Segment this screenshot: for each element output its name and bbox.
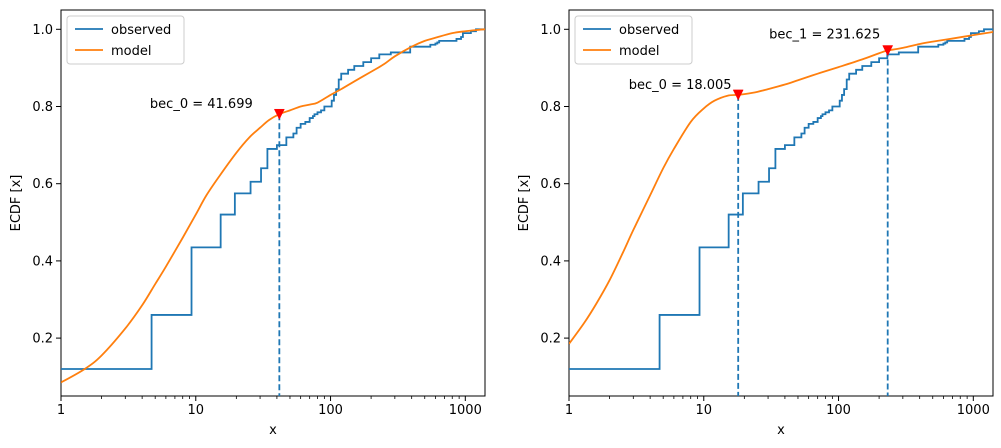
- left-legend-observed-label: observed: [111, 23, 171, 38]
- left-annotation-marker: [273, 108, 285, 120]
- left-legend: observed model: [66, 15, 185, 65]
- left-legend-model-label: model: [111, 44, 151, 59]
- right-y-tick-label: 0.4: [540, 254, 561, 269]
- right-x-tick-label: 1000: [957, 403, 990, 418]
- right-x-tick-label: 1: [565, 403, 573, 418]
- right-series-observed: [569, 28, 993, 370]
- left-chart-panel: 1 10 100 1000 0.2 0.4 0.6 0.8 1.0 bec_0 = 41.699…: [9, 9, 486, 438]
- left-y-tick-label: 1.0: [32, 23, 53, 38]
- left-plot-frame: [60, 9, 486, 397]
- right-ticks: 1 10 100 1000 0.2 0.4 0.6 0.8 1.0: [540, 23, 990, 418]
- right-legend-box: [574, 15, 693, 65]
- left-annotation-label: bec_0 = 41.699: [150, 97, 253, 112]
- right-y-tick-label: 0.2: [540, 332, 561, 347]
- left-y-tick-label: 0.4: [32, 254, 53, 269]
- right-series: [569, 28, 993, 370]
- left-y-tick-label: 0.8: [32, 100, 53, 115]
- right-annotation-label: bec_0 = 18.005: [629, 78, 732, 93]
- right-y-tick-label: 0.8: [540, 100, 561, 115]
- right-y-tick-label: 0.6: [540, 177, 561, 192]
- left-x-axis-label: x: [269, 423, 277, 438]
- right-legend-model-label: model: [619, 44, 659, 59]
- right-y-tick-label: 1.0: [540, 23, 561, 38]
- left-legend-box: [66, 15, 185, 65]
- right-annotation-marker: [732, 89, 744, 101]
- left-annotations: bec_0 = 41.699: [150, 97, 285, 396]
- right-annotation-marker: [882, 45, 894, 57]
- right-plot-frame: [568, 9, 994, 397]
- left-ticks: 1 10 100 1000 0.2 0.4 0.6 0.8 1.0: [32, 23, 482, 418]
- left-x-tick-label: 1: [57, 403, 65, 418]
- left-y-axis-label: ECDF [x]: [9, 175, 24, 232]
- right-annotations: bec_0 = 18.005 bec_1 = 231.625: [629, 28, 894, 396]
- right-legend-observed-label: observed: [619, 23, 679, 38]
- right-x-tick-label: 10: [695, 403, 712, 418]
- right-series-model: [569, 31, 993, 345]
- left-series-model: [61, 28, 485, 384]
- left-y-tick-label: 0.6: [32, 177, 53, 192]
- right-x-axis-label: x: [777, 423, 785, 438]
- right-legend: observed model: [574, 15, 693, 65]
- left-series: [61, 28, 485, 384]
- right-chart-panel: 1 10 100 1000 0.2 0.4 0.6 0.8 1.0 bec_0 = 18.005…: [517, 9, 994, 438]
- left-series-observed: [61, 28, 485, 370]
- right-x-tick-label: 100: [826, 403, 851, 418]
- right-annotation-label: bec_1 = 231.625: [769, 28, 880, 43]
- left-y-tick-label: 0.2: [32, 332, 53, 347]
- left-x-tick-label: 1000: [449, 403, 482, 418]
- left-x-tick-label: 100: [318, 403, 343, 418]
- left-x-tick-label: 10: [187, 403, 204, 418]
- right-y-axis-label: ECDF [x]: [517, 175, 532, 232]
